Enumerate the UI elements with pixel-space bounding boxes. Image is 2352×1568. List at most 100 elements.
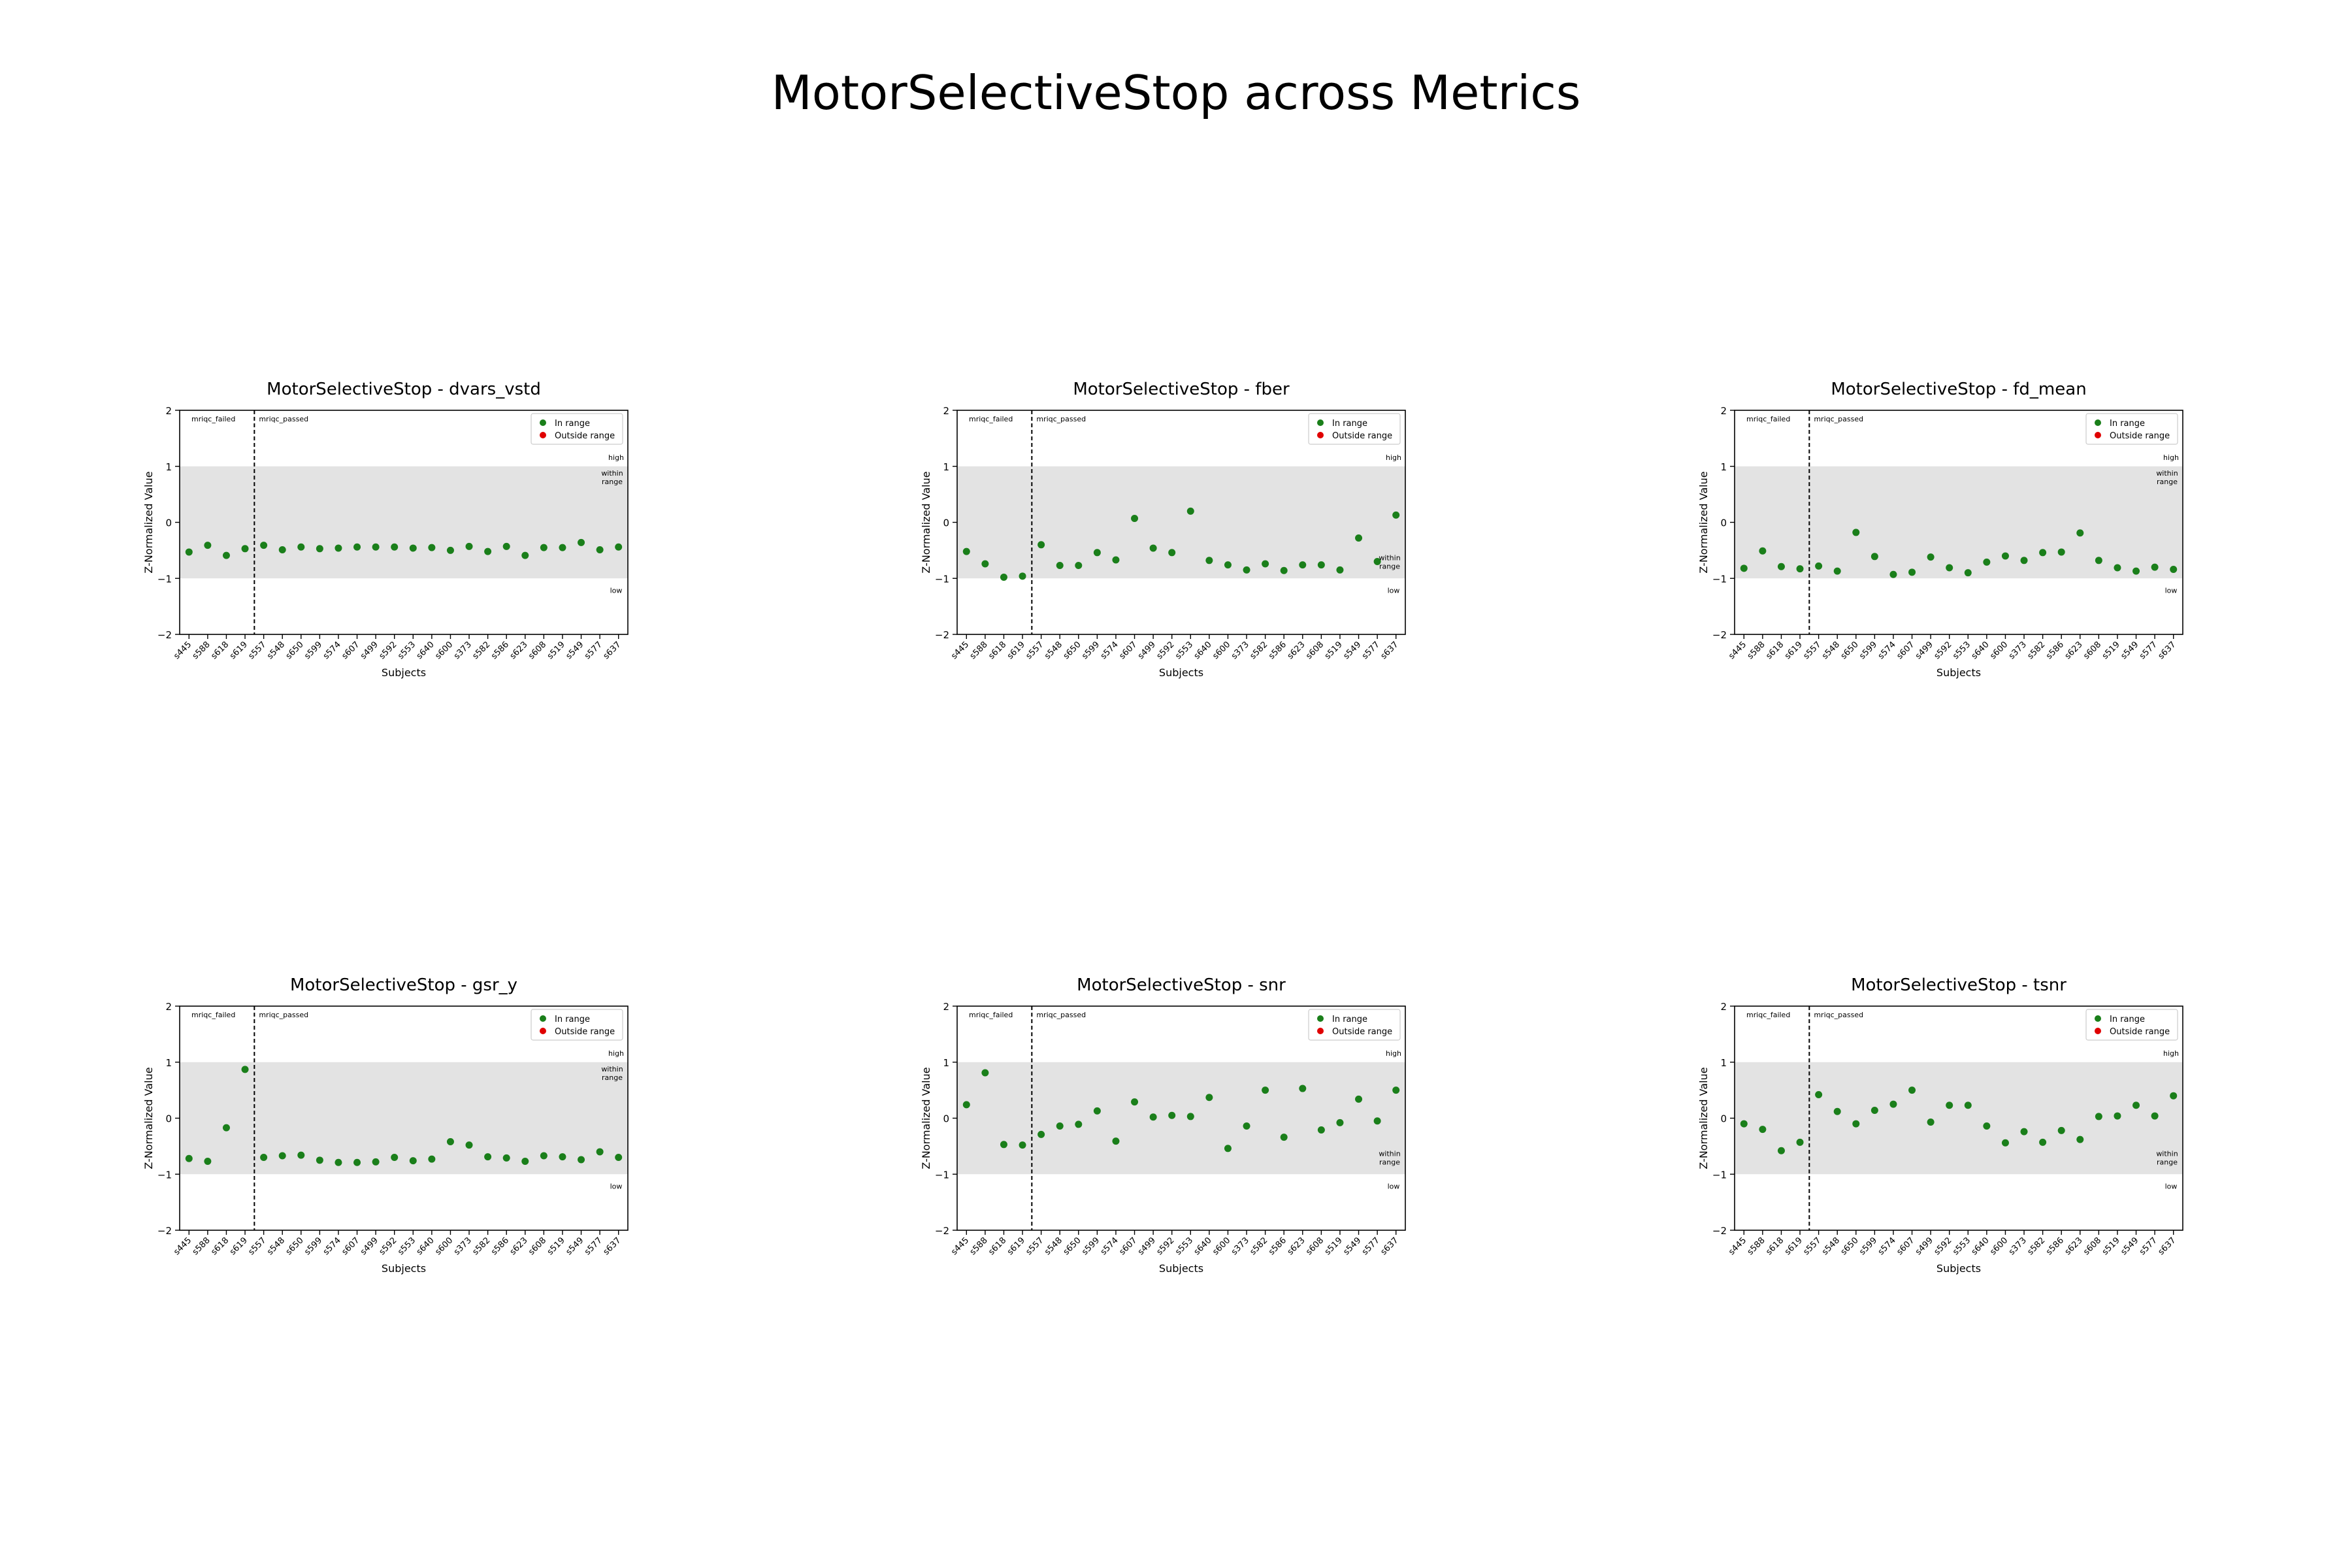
failed-region-label: mriqc_failed [969,415,1013,423]
data-point [2039,549,2047,557]
x-tick-label: s553 [1951,640,1972,661]
data-point [465,542,473,550]
data-point [596,1148,604,1156]
data-point [1927,553,1935,561]
x-tick-label: s599 [1857,1235,1879,1257]
failed-region-label: mriqc_failed [1746,1011,1790,1019]
legend-label-in-range: In range [555,419,590,429]
legend-marker-in-range [2095,419,2101,426]
x-tick-label: s548 [1043,640,1064,661]
x-tick-label: s607 [340,1235,361,1257]
data-point [2132,1102,2140,1109]
legend: In range Outside range [2085,1009,2178,1041]
x-tick-label: s619 [1783,640,1805,661]
x-tick-label: s519 [1323,640,1345,661]
data-point [502,1154,510,1162]
x-tick-label: s637 [2157,1235,2178,1257]
data-point [1224,561,1232,569]
y-tick-label: −2 [935,629,949,641]
subplot-title: MotorSelectiveStop - fd_mean [1831,380,2086,399]
x-tick-label: s640 [1192,1235,1214,1257]
data-point [1759,1126,1767,1134]
y-tick-label: −1 [935,1169,949,1181]
data-point [1796,1138,1804,1146]
x-tick-label: s548 [1043,1235,1064,1257]
legend-label-in-range: In range [2110,1015,2145,1024]
high-label: high [608,1049,624,1058]
legend-label-outside-range: Outside range [2110,431,2170,441]
data-point [1889,1100,1897,1108]
x-tick-label: s582 [1249,1235,1270,1257]
data-point [2132,567,2140,575]
data-point [297,543,305,551]
subplot-title: MotorSelectiveStop - fber [1073,380,1290,399]
data-point [1336,566,1344,574]
x-tick-label: s619 [1783,1235,1805,1257]
high-label: high [608,453,624,462]
data-point [596,546,604,554]
x-tick-label: s588 [968,1235,990,1257]
x-axis-label: Subjects [1936,666,1981,679]
x-tick-label: s608 [2082,1235,2103,1257]
data-point [2170,566,2178,574]
x-tick-label: s445 [949,640,971,661]
x-tick-label: s548 [1820,640,1842,661]
x-tick-label: s577 [583,1235,604,1257]
x-tick-label: s600 [433,640,455,661]
data-point [1983,1122,1991,1130]
x-tick-label: s600 [1988,1235,2010,1257]
subplot-title: MotorSelectiveStop - dvars_vstd [267,380,541,399]
data-point [1168,1111,1176,1119]
legend-label-outside-range: Outside range [1332,431,1392,441]
data-point [2020,1128,2028,1135]
y-tick-label: −1 [935,573,949,585]
data-point [204,542,212,549]
x-tick-label: s650 [1839,640,1861,661]
x-tick-label: s445 [1727,640,1748,661]
data-point [1299,561,1307,569]
x-tick-label: s607 [1895,640,1916,661]
x-tick-label: s553 [1173,640,1195,661]
data-point [428,544,436,551]
data-point [502,542,510,550]
x-tick-label: s373 [1230,1235,1251,1257]
subplot-title: MotorSelectiveStop - tsnr [1851,975,2066,995]
x-tick-label: s592 [1155,640,1177,661]
legend-label-outside-range: Outside range [555,431,615,441]
data-point [1946,1102,1953,1109]
x-tick-label: s577 [583,640,604,661]
y-axis-label: Z-Normalized Value [1697,1067,1710,1169]
data-point [1000,574,1007,581]
x-tick-label: s608 [527,640,548,661]
x-tick-label: s577 [2138,1235,2159,1257]
x-tick-label: s599 [1080,640,1102,661]
data-point [185,1154,193,1162]
x-tick-label: s637 [1379,1235,1401,1257]
data-point [1833,567,1841,575]
x-tick-label: s577 [1360,1235,1382,1257]
data-point [981,560,989,568]
data-point [2095,1113,2102,1120]
legend-box [531,413,623,445]
y-tick-label: 0 [1720,517,1727,529]
y-tick-label: 2 [1720,405,1727,417]
data-point [2020,557,2028,564]
x-tick-label: s586 [489,640,511,661]
data-point [1131,1098,1139,1106]
x-tick-label: s519 [1323,1235,1345,1257]
legend-box [531,1009,623,1041]
y-tick-label: 1 [943,1057,949,1069]
data-point [1205,1094,1213,1102]
x-tick-label: s582 [2026,1235,2048,1257]
data-point [1056,562,1064,570]
x-axis-label: Subjects [1159,1262,1203,1275]
failed-region-label: mriqc_failed [191,1011,235,1019]
x-tick-label: s618 [1764,1235,1786,1257]
data-point [962,1101,970,1109]
legend-label-outside-range: Outside range [2110,1027,2170,1037]
legend-marker-outside-range [2095,1028,2101,1034]
data-point [540,544,547,551]
x-tick-label: s577 [2138,640,2159,661]
legend-marker-in-range [1317,1015,1324,1022]
x-tick-label: s607 [1117,1235,1139,1257]
